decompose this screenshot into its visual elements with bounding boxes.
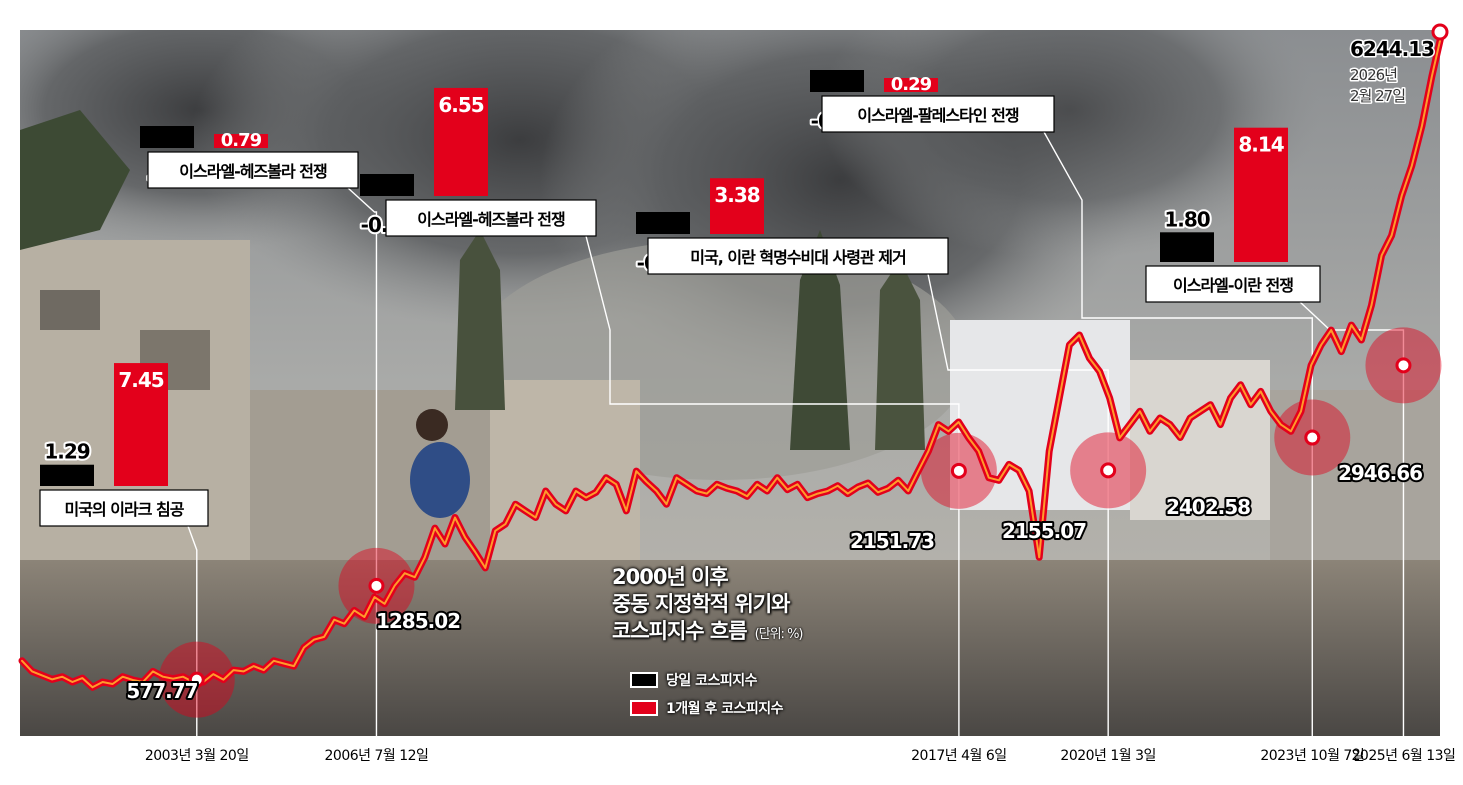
same-day-bar-6: [1160, 232, 1214, 262]
event-point-1: [188, 671, 205, 688]
event-name-box-6: [1145, 265, 1321, 303]
event-index-label-4: 2155.07: [1002, 519, 1086, 543]
same-day-bar-3: [360, 174, 414, 196]
one-month-bar-6: [1234, 127, 1288, 262]
one-month-label-6: 8.14: [1238, 133, 1283, 157]
title-line-2: 중동 지정학적 위기와: [612, 592, 791, 616]
legend-label-one-month: 1개월 후 코스피지수: [666, 701, 784, 717]
event-point-6: [1395, 357, 1412, 374]
one-month-label-4: 3.38: [714, 183, 759, 207]
event-index-label-6: 2946.66: [1338, 461, 1422, 485]
same-day-label-6: 1.80: [1164, 207, 1209, 231]
event-guide-line-2: [347, 187, 378, 740]
same-day-label-1: 1.29: [44, 440, 89, 464]
event-index-label-3: 2151.73: [850, 529, 934, 553]
event-index-label-1: 577.77: [126, 679, 197, 703]
end-value-label: 6244.13: [1350, 37, 1434, 61]
same-day-bar-5: [810, 70, 864, 92]
kospi-line-inner: [21, 31, 1443, 689]
same-day-bar-4: [636, 212, 690, 234]
event-name-label-3: 이스라엘-헤즈볼라 전쟁: [417, 210, 565, 229]
event-guide-line-5: [1043, 131, 1313, 740]
same-day-bar-1: [40, 464, 94, 486]
event-name-box-2: [147, 151, 359, 189]
event-guide-line-4: [927, 273, 1109, 740]
one-month-label-1: 7.45: [118, 368, 163, 392]
event-date-label-5: 2023년 10월 7일: [1260, 748, 1364, 764]
legend-one-month: 1개월 후 코스피지수: [630, 698, 870, 718]
event-name-label-2: 이스라엘-헤즈볼라 전쟁: [179, 162, 327, 181]
chart-title: 2000년 이후 중동 지정학적 위기와 코스피지수 흐름 (단위: %): [612, 564, 862, 645]
one-month-label-5: 0.29: [891, 74, 932, 95]
event-point-3: [950, 462, 967, 479]
event-name-box-3: [385, 199, 597, 237]
event-point-2: [368, 577, 385, 594]
end-point: [1431, 23, 1449, 41]
title-line-3-text: 코스피지수 흐름: [612, 619, 748, 643]
one-month-bar-5: [884, 78, 938, 92]
one-month-bar-2: [214, 134, 268, 148]
one-month-bar-3: [434, 87, 488, 196]
event-name-label-4: 미국, 이란 혁명수비대 사령관 제거: [690, 248, 905, 267]
event-point-4: [1100, 462, 1117, 479]
event-date-label-1: 2003년 3월 20일: [145, 748, 249, 764]
event-name-label-5: 이스라엘-팔레스타인 전쟁: [857, 106, 1018, 125]
title-line-3: 코스피지수 흐름 (단위: %): [612, 618, 862, 645]
title-line-1: 2000년 이후: [612, 565, 729, 589]
background-photo: [20, 30, 1440, 736]
end-date-line-2: 2월 27일: [1350, 87, 1405, 105]
event-date-label-2: 2006년 7월 12일: [325, 748, 429, 764]
legend-swatch-red: [630, 700, 658, 716]
event-point-5: [1304, 429, 1321, 446]
event-date-label-6: 2025년 6월 13일: [1352, 748, 1456, 764]
legend-label-same-day: 당일 코스피지수: [666, 673, 758, 689]
one-month-bar-4: [710, 178, 764, 234]
event-name-label-1: 미국의 이라크 침공: [65, 500, 185, 519]
one-month-label-2: 0.79: [221, 130, 262, 151]
event-index-label-2: 1285.02: [376, 609, 460, 633]
event-name-box-1: [39, 489, 209, 527]
event-date-label-3: 2017년 4월 6일: [911, 748, 1006, 764]
event-name-box-5: [821, 95, 1055, 133]
event-date-label-4: 2020년 1월 3일: [1060, 748, 1155, 764]
event-index-label-5: 2402.58: [1166, 495, 1250, 519]
unit-label: (단위: %): [754, 627, 804, 642]
end-date-line-1: 2026년: [1350, 66, 1397, 84]
same-day-bar-2: [140, 126, 194, 148]
event-name-label-6: 이스라엘-이란 전쟁: [1173, 276, 1293, 295]
one-month-bar-1: [114, 363, 168, 486]
event-name-box-4: [647, 237, 949, 275]
event-guide-line-3: [585, 235, 960, 740]
legend-swatch-black: [630, 672, 658, 688]
one-month-label-3: 6.55: [438, 93, 483, 117]
legend-same-day: 당일 코스피지수: [630, 670, 870, 690]
